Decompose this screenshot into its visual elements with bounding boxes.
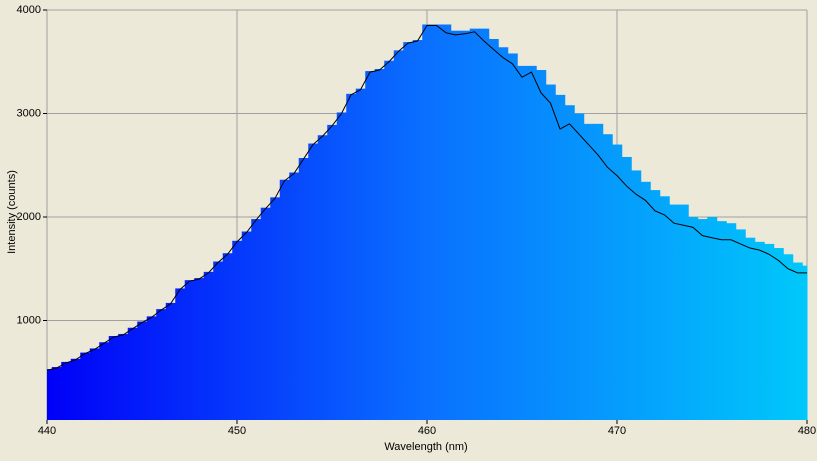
- bar: [555, 94, 566, 421]
- bar: [564, 105, 575, 420]
- bar: [156, 309, 167, 420]
- bar: [745, 237, 756, 420]
- bar: [545, 84, 556, 421]
- bar: [583, 123, 594, 420]
- bar: [631, 170, 642, 420]
- bar: [441, 24, 452, 421]
- bar: [346, 93, 357, 421]
- y-axis-label: Intensity (counts): [6, 170, 18, 254]
- bar: [232, 240, 243, 420]
- bar: [498, 47, 509, 420]
- bar: [507, 53, 518, 420]
- bar: [51, 367, 62, 420]
- bar: [108, 336, 119, 420]
- bar: [127, 327, 138, 420]
- bar: [488, 38, 499, 420]
- bar: [754, 241, 765, 420]
- y-tick-label: 4000: [17, 4, 41, 16]
- bar: [536, 70, 547, 420]
- bar: [222, 253, 233, 420]
- bar: [184, 280, 195, 420]
- bar: [336, 112, 347, 420]
- bar: [260, 207, 271, 420]
- bar: [612, 144, 623, 421]
- bar: [317, 135, 328, 421]
- bar: [450, 30, 461, 420]
- bar: [764, 243, 775, 420]
- bar: [298, 158, 309, 420]
- bar: [593, 123, 604, 420]
- bar: [99, 342, 110, 420]
- bar: [89, 348, 100, 420]
- bar: [726, 223, 737, 420]
- bar: [707, 217, 718, 420]
- bar: [308, 143, 319, 420]
- bar: [403, 42, 414, 421]
- bar: [659, 196, 670, 420]
- bar: [412, 40, 423, 420]
- bar: [47, 369, 53, 420]
- bar: [517, 65, 528, 420]
- bar: [574, 113, 585, 420]
- bar: [165, 302, 176, 420]
- bar: [384, 60, 395, 421]
- bar: [118, 333, 129, 420]
- bar: [194, 278, 205, 420]
- bar: [783, 254, 794, 420]
- bar: [678, 204, 689, 420]
- bar: [146, 316, 157, 420]
- bar: [241, 231, 252, 420]
- bar: [327, 124, 338, 420]
- bar: [374, 68, 385, 421]
- y-tick-label: 1000: [17, 314, 41, 326]
- bar: [393, 50, 404, 421]
- bar: [61, 361, 72, 420]
- bar: [80, 352, 91, 420]
- bar: [669, 204, 680, 420]
- bar: [422, 24, 433, 421]
- x-axis-label: Wavelength (nm): [384, 441, 467, 453]
- y-tick-label: 2000: [17, 211, 41, 223]
- bar: [716, 221, 727, 420]
- x-tick-label: 470: [608, 425, 626, 437]
- plot-area: [46, 9, 808, 421]
- bar: [365, 71, 376, 420]
- bar: [289, 172, 300, 420]
- bar: [70, 358, 81, 420]
- bar: [251, 219, 262, 420]
- bar: [650, 190, 661, 420]
- bar: [735, 229, 746, 420]
- bar: [621, 156, 632, 420]
- x-tick-label: 440: [38, 425, 56, 437]
- bar: [773, 248, 784, 420]
- x-tick-label: 450: [228, 425, 246, 437]
- bar: [640, 181, 651, 420]
- bar: [688, 217, 699, 420]
- bar: [469, 28, 480, 420]
- bar: [602, 134, 613, 420]
- bar: [175, 288, 186, 420]
- bar: [460, 30, 471, 420]
- bar: [355, 88, 366, 420]
- x-tick-label: 460: [418, 425, 436, 437]
- bar: [213, 261, 224, 420]
- bar: [431, 24, 442, 421]
- bar: [479, 28, 490, 420]
- bar: [802, 265, 808, 420]
- x-tick-label: 480: [798, 425, 816, 437]
- bar: [270, 197, 281, 420]
- bar: [526, 65, 537, 420]
- bar: [697, 219, 708, 420]
- bar: [137, 321, 148, 420]
- bar: [792, 262, 803, 420]
- bar: [203, 271, 214, 420]
- spectrum-line: [46, 25, 807, 371]
- bar: [279, 179, 290, 420]
- y-tick-label: 3000: [17, 107, 41, 119]
